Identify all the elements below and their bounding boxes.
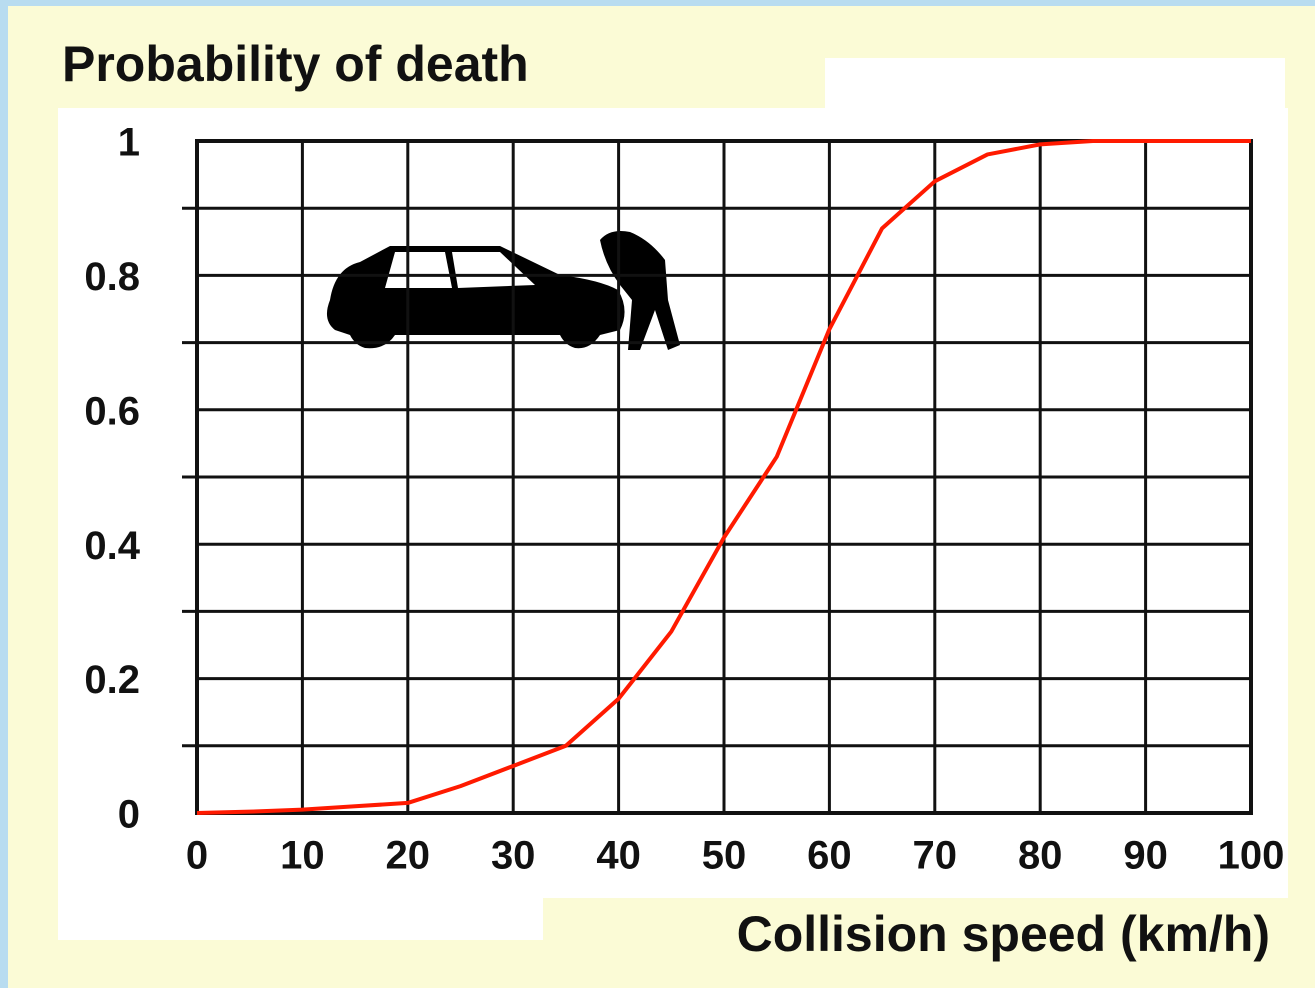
x-tick-label: 20: [386, 834, 431, 878]
y-tick-label: 0: [118, 793, 140, 837]
y-tick-label: 1: [118, 121, 140, 165]
x-tick-label: 30: [491, 834, 536, 878]
chart: Probability of death Collision speed (km…: [0, 0, 1315, 988]
y-tick-label: 0.8: [84, 255, 140, 299]
top-border: [0, 0, 1315, 6]
x-tick-label: 50: [702, 834, 747, 878]
x-tick-label: 100: [1218, 834, 1285, 878]
y-tick-label: 0.4: [84, 524, 140, 568]
chart-title: Probability of death: [62, 36, 529, 92]
x-tick-label: 40: [596, 834, 641, 878]
white-patch: [58, 890, 543, 940]
x-tick-label: 80: [1018, 834, 1063, 878]
y-tick-label: 0.6: [84, 389, 140, 433]
plot-background: [58, 108, 1288, 898]
x-tick-label: 60: [807, 834, 852, 878]
x-axis-label: Collision speed (km/h): [737, 906, 1270, 962]
left-border: [0, 0, 8, 988]
x-tick-label: 0: [186, 834, 208, 878]
y-tick-label: 0.2: [84, 658, 140, 702]
x-tick-label: 70: [913, 834, 958, 878]
x-tick-label: 90: [1123, 834, 1168, 878]
x-tick-label: 10: [280, 834, 325, 878]
